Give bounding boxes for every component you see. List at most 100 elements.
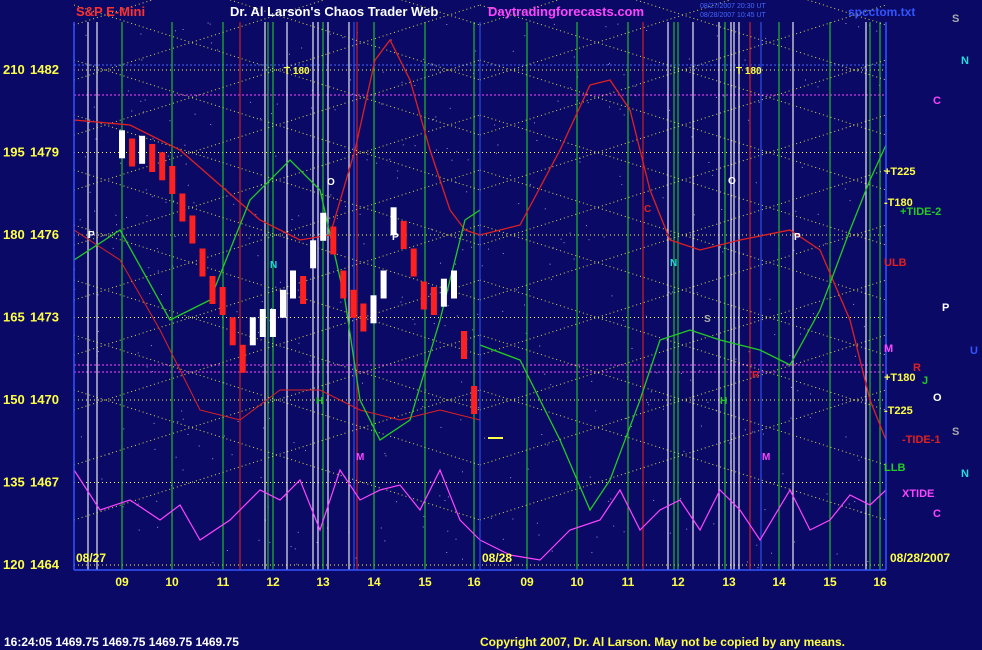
price-bar [340, 270, 347, 299]
x-tick-label: 10 [570, 575, 584, 589]
star [359, 213, 361, 215]
star [488, 248, 489, 250]
planet-legend-label: C [933, 508, 941, 520]
star [462, 558, 463, 560]
date-label: 08/27 [76, 551, 106, 565]
star [432, 69, 434, 71]
star [146, 215, 148, 217]
star [233, 203, 235, 205]
star [414, 145, 416, 147]
star [209, 23, 211, 25]
star [683, 450, 685, 452]
star [93, 106, 95, 108]
star [449, 107, 451, 109]
star [210, 124, 212, 125]
star [156, 248, 158, 250]
price-bar [410, 248, 417, 277]
star [127, 90, 129, 92]
star [611, 295, 613, 297]
right-legend-label: +TIDE-2 [900, 206, 941, 218]
star [355, 557, 357, 559]
star [84, 156, 86, 158]
star [646, 315, 647, 317]
star [397, 170, 399, 172]
site-url[interactable]: Daytradingforecasts.com [488, 4, 644, 19]
star [401, 81, 403, 83]
planet-legend-label: J [922, 375, 928, 387]
star [467, 159, 469, 161]
star [236, 311, 238, 313]
star [867, 561, 869, 562]
date-label: 08/28/2007 [890, 551, 950, 565]
price-bar [269, 309, 276, 337]
star [481, 265, 483, 267]
star [182, 29, 184, 30]
plot-label: M [762, 452, 770, 463]
star [440, 426, 442, 428]
star [297, 531, 299, 533]
price-bar [259, 309, 266, 337]
star [184, 144, 186, 146]
price-bar [440, 278, 447, 307]
right-legend-label: XTIDE [902, 488, 934, 500]
star [126, 216, 127, 218]
star [544, 208, 546, 210]
price-bar [350, 289, 357, 318]
star [623, 74, 625, 76]
star [461, 381, 463, 383]
oscillator-session-1 [73, 468, 481, 541]
star [217, 49, 219, 51]
price-bar [400, 221, 407, 249]
star [757, 567, 759, 569]
star [260, 366, 262, 368]
star [157, 526, 159, 528]
y-tick-right: 1482 [30, 62, 59, 77]
star [731, 433, 733, 435]
star [579, 161, 581, 163]
star [311, 107, 312, 109]
star [344, 205, 346, 207]
star [848, 503, 850, 505]
price-bar [300, 276, 307, 304]
star [680, 498, 682, 500]
price-bar [320, 212, 327, 241]
planet-legend-label: C [933, 95, 941, 107]
star [475, 50, 477, 52]
star [821, 361, 823, 363]
star [662, 197, 664, 199]
star [756, 73, 758, 75]
star [456, 315, 458, 317]
star [552, 247, 554, 249]
star [688, 58, 690, 60]
star [279, 281, 281, 283]
star [223, 382, 225, 384]
star [151, 196, 153, 198]
plot-label: P [392, 232, 399, 243]
price-bar [390, 207, 397, 236]
star [447, 496, 449, 498]
star [836, 553, 838, 555]
star [849, 200, 851, 202]
star [80, 436, 82, 438]
star [433, 118, 435, 120]
star [544, 373, 546, 375]
x-tick-label: 16 [873, 575, 887, 589]
star [648, 404, 650, 406]
star [384, 453, 386, 454]
star [630, 426, 632, 427]
right-legend-label: +T225 [884, 166, 916, 178]
star [248, 237, 250, 239]
star [591, 552, 593, 554]
price-bar [451, 270, 457, 299]
star [439, 71, 441, 73]
oscillator-session-2 [479, 488, 887, 561]
star [435, 116, 437, 118]
star [696, 292, 698, 294]
plot-label: P [88, 230, 95, 241]
star [231, 454, 233, 456]
star [656, 372, 658, 374]
star [309, 361, 311, 363]
star [525, 332, 527, 334]
star [354, 407, 356, 409]
price-bar [119, 130, 125, 159]
